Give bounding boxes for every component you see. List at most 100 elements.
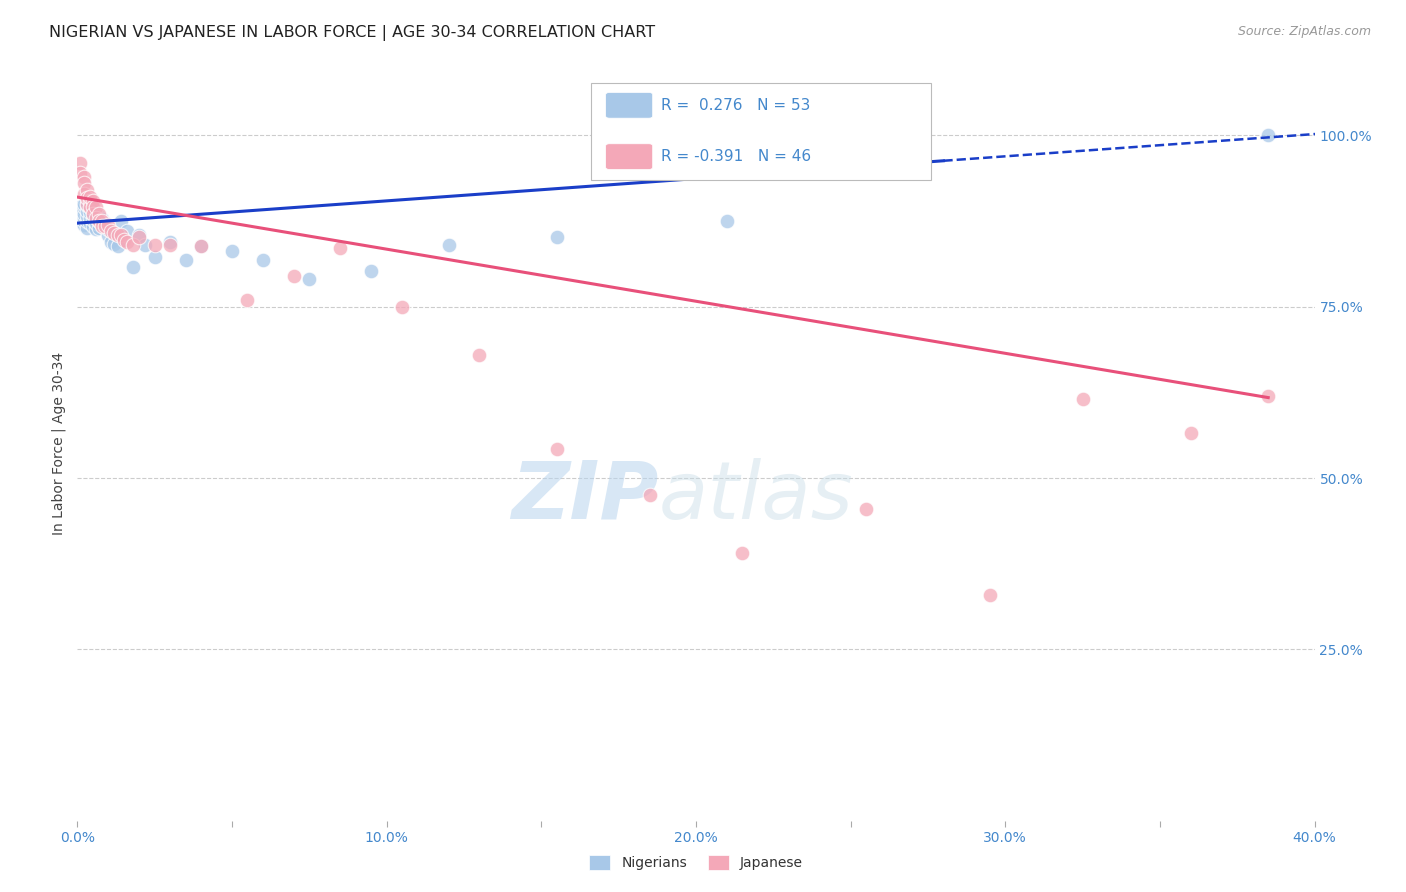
Point: [69, 203, 91, 218]
Point: [1257, 128, 1279, 143]
Point: [69, 214, 91, 228]
Point: [87, 221, 110, 235]
Point: [731, 546, 754, 560]
Point: [76, 209, 98, 223]
Point: [143, 238, 166, 252]
Point: [76, 203, 98, 218]
Text: ZIP: ZIP: [512, 458, 659, 535]
Point: [252, 253, 274, 268]
Point: [79, 190, 101, 204]
Point: [91, 212, 114, 227]
Point: [546, 442, 568, 457]
Point: [1180, 426, 1202, 441]
Point: [84, 211, 107, 225]
Point: [94, 216, 117, 230]
Point: [72, 197, 94, 211]
Point: [112, 233, 135, 247]
Point: [1071, 392, 1094, 407]
Point: [97, 222, 120, 236]
Point: [716, 214, 738, 228]
Point: [128, 230, 150, 244]
FancyBboxPatch shape: [591, 84, 931, 180]
Point: [79, 200, 101, 214]
FancyBboxPatch shape: [606, 144, 652, 169]
Text: atlas: atlas: [659, 458, 853, 535]
Point: [79, 216, 101, 230]
Point: [110, 214, 132, 228]
Point: [84, 222, 107, 236]
Point: [84, 200, 107, 214]
Text: Source: ZipAtlas.com: Source: ZipAtlas.com: [1237, 25, 1371, 38]
Point: [979, 588, 1001, 602]
Point: [103, 236, 125, 251]
Point: [115, 235, 138, 249]
Point: [159, 238, 181, 252]
Point: [546, 230, 568, 244]
Point: [76, 191, 98, 205]
Point: [82, 219, 104, 233]
Point: [87, 209, 110, 223]
Point: [97, 227, 120, 242]
Point: [84, 216, 107, 230]
Point: [110, 227, 132, 242]
Point: [69, 166, 91, 180]
Point: [72, 186, 94, 201]
Point: [94, 221, 117, 235]
Point: [329, 242, 352, 256]
Point: [1257, 389, 1279, 403]
Point: [91, 214, 114, 228]
Point: [236, 293, 259, 307]
Point: [69, 200, 91, 214]
Point: [72, 207, 94, 221]
Point: [159, 235, 181, 249]
Point: [87, 214, 110, 228]
Point: [97, 218, 120, 232]
Point: [115, 224, 138, 238]
Point: [190, 239, 212, 253]
Point: [122, 260, 145, 274]
Point: [128, 227, 150, 242]
Text: NIGERIAN VS JAPANESE IN LABOR FORCE | AGE 30-34 CORRELATION CHART: NIGERIAN VS JAPANESE IN LABOR FORCE | AG…: [49, 25, 655, 41]
Point: [79, 205, 101, 219]
Point: [72, 177, 94, 191]
Point: [76, 197, 98, 211]
Point: [100, 224, 122, 238]
Point: [468, 348, 491, 362]
Point: [174, 253, 197, 268]
Point: [91, 219, 114, 233]
Point: [72, 211, 94, 225]
Point: [72, 200, 94, 214]
Point: [855, 501, 877, 516]
Point: [134, 238, 156, 252]
Point: [82, 200, 104, 214]
Point: [100, 235, 122, 249]
Point: [76, 198, 98, 212]
Point: [72, 169, 94, 184]
Point: [283, 268, 305, 283]
Legend: Nigerians, Japanese: Nigerians, Japanese: [589, 855, 803, 871]
Point: [190, 239, 212, 253]
Point: [122, 238, 145, 252]
Point: [107, 227, 129, 242]
Point: [103, 226, 125, 240]
Point: [69, 211, 91, 225]
Point: [298, 272, 321, 286]
Point: [82, 194, 104, 208]
Point: [221, 244, 243, 258]
Point: [638, 488, 661, 502]
Point: [94, 219, 117, 233]
Y-axis label: In Labor Force | Age 30-34: In Labor Force | Age 30-34: [52, 352, 66, 535]
Point: [143, 251, 166, 265]
Point: [76, 183, 98, 197]
Point: [91, 218, 114, 232]
Point: [87, 207, 110, 221]
Point: [360, 264, 382, 278]
Point: [72, 214, 94, 228]
Point: [391, 300, 413, 314]
Point: [79, 211, 101, 225]
Point: [437, 238, 460, 252]
Point: [82, 212, 104, 227]
Point: [79, 194, 101, 208]
Point: [82, 207, 104, 221]
Point: [76, 214, 98, 228]
